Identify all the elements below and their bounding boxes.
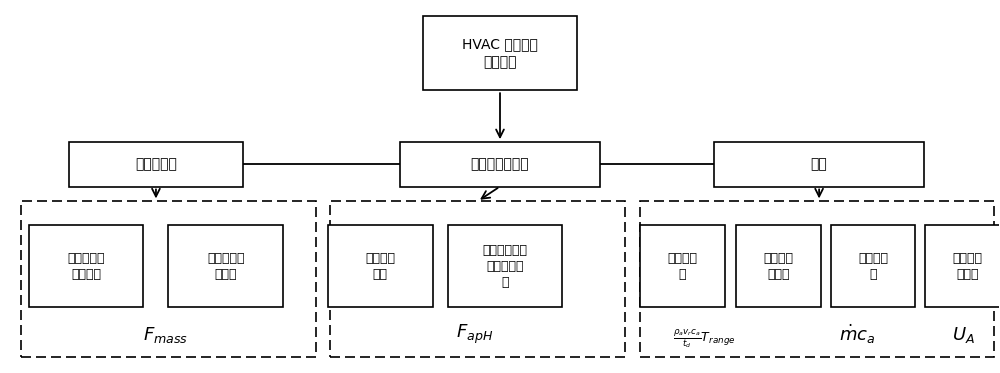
Text: 外墙及屋
面传热: 外墙及屋 面传热 (953, 252, 983, 280)
Bar (168, 225, 283, 307)
Bar (448, 225, 562, 307)
Text: $\dot{m}c_a$: $\dot{m}c_a$ (839, 323, 875, 346)
Bar (29, 225, 143, 307)
Bar (400, 142, 600, 186)
Bar (640, 225, 725, 307)
Bar (831, 225, 915, 307)
Bar (330, 201, 625, 357)
Text: 用电设备内热源: 用电设备内热源 (471, 157, 529, 171)
Text: $F_{apH}$: $F_{apH}$ (456, 323, 494, 346)
Text: 建筑蓄热体: 建筑蓄热体 (135, 157, 177, 171)
Text: 温湿度设
定: 温湿度设 定 (667, 252, 697, 280)
Text: 内部蓄热体
热惰性: 内部蓄热体 热惰性 (207, 252, 245, 280)
Text: $U_A$: $U_A$ (952, 325, 975, 345)
Text: 新风量设
定: 新风量设 定 (858, 252, 888, 280)
Bar (714, 142, 924, 186)
Text: $F_{mass}$: $F_{mass}$ (143, 325, 189, 345)
Text: 建筑围护结
构热惰性: 建筑围护结 构热惰性 (67, 252, 105, 280)
Bar (328, 225, 433, 307)
Text: 电动、电热及
电子设备散
热: 电动、电热及 电子设备散 热 (482, 244, 527, 289)
Text: $\frac{\rho_a v_r c_a}{t_d} T_{range}$: $\frac{\rho_a v_r c_a}{t_d} T_{range}$ (673, 327, 736, 350)
Bar (69, 142, 243, 186)
Text: 室内空气
热惰性: 室内空气 热惰性 (763, 252, 793, 280)
Text: 其它: 其它 (811, 157, 827, 171)
Bar (925, 225, 1000, 307)
Text: HVAC 系统电力
需求弹性: HVAC 系统电力 需求弹性 (462, 38, 538, 69)
Text: 照明灯具
散热: 照明灯具 散热 (365, 252, 395, 280)
Bar (736, 225, 821, 307)
Bar (423, 16, 577, 90)
Bar (21, 201, 316, 357)
Bar (640, 201, 994, 357)
